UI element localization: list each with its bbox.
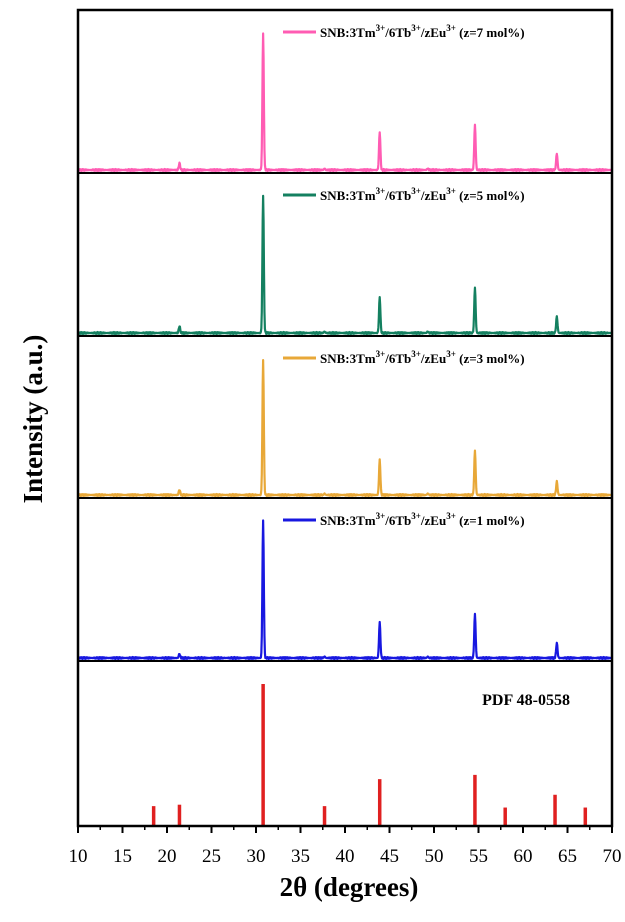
x-axis-title: 2θ (degrees) xyxy=(280,872,419,902)
x-axis-ticks: 10 15 20 25 30 35 40 45 50 55 60 65 70 xyxy=(69,826,622,867)
y-axis-title: Intensity (a.u.) xyxy=(18,335,48,504)
legend-text-part: /zEu xyxy=(420,25,446,40)
reference-label: PDF 48-0558 xyxy=(482,692,570,709)
plot-border xyxy=(76,8,614,828)
x-tick-label: 20 xyxy=(158,846,177,867)
legend-superscript: 3+ xyxy=(376,349,386,359)
legend-text-part: /zEu xyxy=(420,513,446,528)
x-tick-label: 45 xyxy=(380,846,399,867)
panel-3: SNB:3Tm3+/6Tb3+/zEu3+ (z=3 mol%) xyxy=(77,349,613,498)
x-tick-label: 25 xyxy=(202,846,221,867)
legend-text-part: SNB:3Tm xyxy=(320,188,376,203)
legend-text-part: /zEu xyxy=(420,188,446,203)
x-tick-label: 35 xyxy=(291,846,310,867)
x-tick-label: 60 xyxy=(514,846,533,867)
legend-superscript: 3+ xyxy=(376,23,386,33)
x-tick-label: 40 xyxy=(336,846,355,867)
xrd-trace-3 xyxy=(77,359,613,498)
legend-label-4: SNB:3Tm3+/6Tb3+/zEu3+ (z=1 mol%) xyxy=(320,511,525,528)
legend-superscript: 3+ xyxy=(376,511,386,521)
legend-text-part: SNB:3Tm xyxy=(320,25,376,40)
legend-text-part: /6Tb xyxy=(384,188,411,203)
x-tick-label: 65 xyxy=(558,846,577,867)
xrd-trace-2 xyxy=(77,194,613,336)
legend-text-part: (z=3 mol%) xyxy=(456,351,525,366)
legend-text-part: (z=1 mol%) xyxy=(456,513,525,528)
legend-superscript: 3+ xyxy=(411,23,421,33)
x-tick-label: 30 xyxy=(247,846,266,867)
legend-text-part: /zEu xyxy=(420,351,446,366)
x-tick-label: 70 xyxy=(603,846,622,867)
legend-text-part: (z=7 mol%) xyxy=(456,25,525,40)
xrd-trace-4 xyxy=(77,519,613,661)
legend-text-part: /6Tb xyxy=(384,513,411,528)
panel-2: SNB:3Tm3+/6Tb3+/zEu3+ (z=5 mol%) xyxy=(77,186,613,336)
xrd-trace-1 xyxy=(76,32,613,173)
legend-label-2: SNB:3Tm3+/6Tb3+/zEu3+ (z=5 mol%) xyxy=(320,186,525,203)
panel-1: SNB:3Tm3+/6Tb3+/zEu3+ (z=7 mol%) xyxy=(76,23,613,173)
legend-text-part: SNB:3Tm xyxy=(320,513,376,528)
legend-superscript: 3+ xyxy=(446,23,456,33)
x-tick-label: 15 xyxy=(113,846,132,867)
x-tick-label: 55 xyxy=(469,846,488,867)
legend-text-part: (z=5 mol%) xyxy=(456,188,525,203)
chart-panels: SNB:3Tm3+/6Tb3+/zEu3+ (z=7 mol%)SNB:3Tm3… xyxy=(76,23,613,826)
x-tick-label: 10 xyxy=(69,846,88,867)
legend-superscript: 3+ xyxy=(411,511,421,521)
x-tick-label: 50 xyxy=(425,846,444,867)
panel-4: SNB:3Tm3+/6Tb3+/zEu3+ (z=1 mol%) xyxy=(77,511,613,661)
legend-superscript: 3+ xyxy=(411,186,421,196)
legend-text-part: SNB:3Tm xyxy=(320,351,376,366)
panel-5: PDF 48-0558 xyxy=(151,684,588,826)
legend-label-1: SNB:3Tm3+/6Tb3+/zEu3+ (z=7 mol%) xyxy=(320,23,525,40)
legend-superscript: 3+ xyxy=(446,349,456,359)
legend-label-3: SNB:3Tm3+/6Tb3+/zEu3+ (z=3 mol%) xyxy=(320,349,525,366)
legend-text-part: /6Tb xyxy=(384,25,411,40)
legend-superscript: 3+ xyxy=(446,186,456,196)
legend-text-part: /6Tb xyxy=(384,351,411,366)
legend-superscript: 3+ xyxy=(376,186,386,196)
plot-frame xyxy=(76,8,614,828)
legend-superscript: 3+ xyxy=(446,511,456,521)
legend-superscript: 3+ xyxy=(411,349,421,359)
